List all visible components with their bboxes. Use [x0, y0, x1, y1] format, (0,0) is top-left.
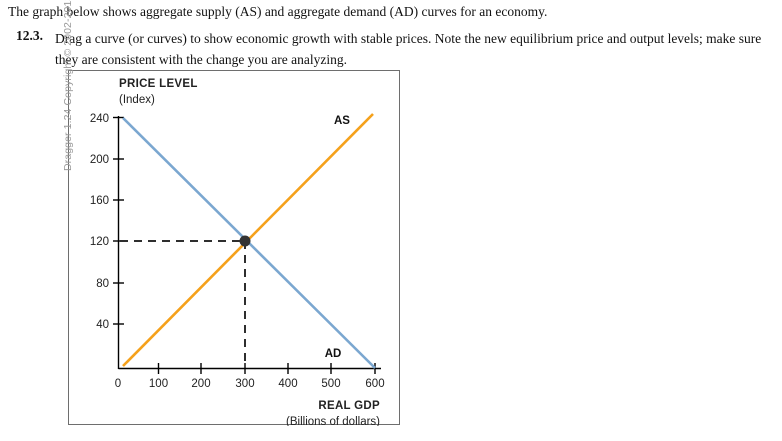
x-axis-subtitle: (Billions of dollars) — [286, 416, 380, 426]
x-tick-label-0: 0 — [115, 378, 121, 390]
y-tick-label-40: 40 — [96, 319, 109, 331]
x-axis-ticks — [157, 363, 376, 374]
y-tick-label-80: 80 — [96, 278, 109, 290]
as-curve-label: AS — [334, 115, 350, 127]
x-axis-tick-labels: 0 100 200 300 400 500 600 — [115, 378, 385, 390]
y-tick-label-200: 200 — [90, 154, 109, 166]
x-tick-label-300: 300 — [235, 378, 254, 390]
y-tick-label-240: 240 — [90, 113, 109, 125]
x-tick-label-200: 200 — [191, 378, 210, 390]
question-number: 12.3. — [16, 28, 43, 43]
x-axis-title: REAL GDP — [318, 400, 380, 412]
ad-curve-label: AD — [325, 348, 342, 360]
y-tick-label-160: 160 — [90, 195, 109, 207]
x-tick-label-500: 500 — [321, 378, 340, 390]
intro-text: The graph below shows aggregate supply (… — [8, 4, 548, 19]
y-axis-tick-labels: 240 200 160 120 80 40 — [90, 113, 109, 331]
x-tick-label-400: 400 — [278, 378, 297, 390]
y-axis-title: PRICE LEVEL — [119, 78, 198, 90]
y-tick-label-120: 120 — [90, 236, 109, 248]
equilibrium-point[interactable] — [239, 235, 251, 247]
as-ad-chart: PRICE LEVEL (Index) 240 200 160 120 80 4… — [90, 78, 385, 426]
x-tick-label-100: 100 — [149, 378, 168, 390]
question-text: Drag a curve (or curves) to show economi… — [55, 31, 762, 67]
x-tick-label-600: 600 — [365, 378, 384, 390]
chart-panel: Dragger 1.24 Copyright © 2002-2013 Cenga… — [62, 0, 400, 426]
y-axis-subtitle: (Index) — [119, 94, 155, 106]
